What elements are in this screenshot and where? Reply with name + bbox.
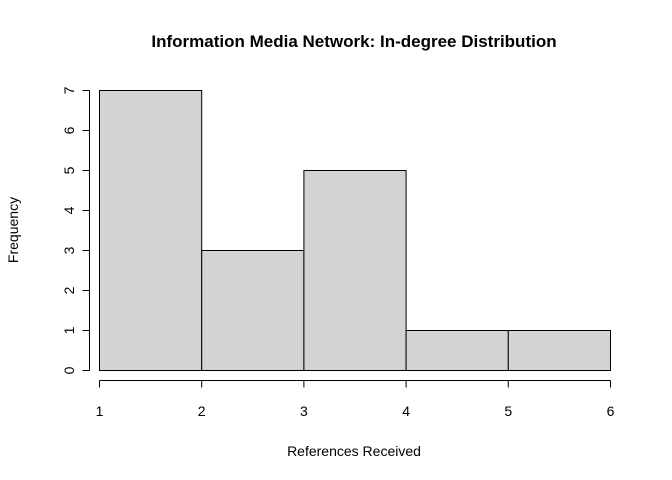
y-tick-label: 6 [61, 126, 77, 134]
x-tick-label: 3 [300, 403, 308, 419]
chart-title: Information Media Network: In-degree Dis… [151, 32, 556, 51]
x-tick-label: 6 [607, 403, 615, 419]
y-tick-label: 1 [61, 326, 77, 334]
histogram-bar-2 [201, 250, 305, 371]
histogram-bar-5 [507, 330, 611, 371]
histogram-bar-1 [99, 90, 203, 371]
x-tick-label: 5 [504, 403, 512, 419]
x-tick-label: 4 [402, 403, 410, 419]
x-axis-label: References Received [287, 443, 421, 459]
histogram-bar-3 [303, 170, 407, 371]
y-tick-label: 3 [61, 246, 77, 254]
histogram-bar-4 [405, 330, 509, 371]
y-tick-label: 4 [61, 206, 77, 214]
x-tick-label: 1 [96, 403, 104, 419]
y-tick-label: 5 [61, 166, 77, 174]
y-tick-label: 0 [61, 366, 77, 374]
y-axis: 0 1 2 3 4 5 6 7 [61, 86, 90, 374]
x-axis: 1 2 3 4 5 6 [96, 380, 615, 419]
x-tick-label: 2 [198, 403, 206, 419]
bars-group [99, 90, 611, 371]
y-axis-label: Frequency [5, 197, 21, 263]
y-tick-label: 7 [61, 86, 77, 94]
y-tick-label: 2 [61, 286, 77, 294]
